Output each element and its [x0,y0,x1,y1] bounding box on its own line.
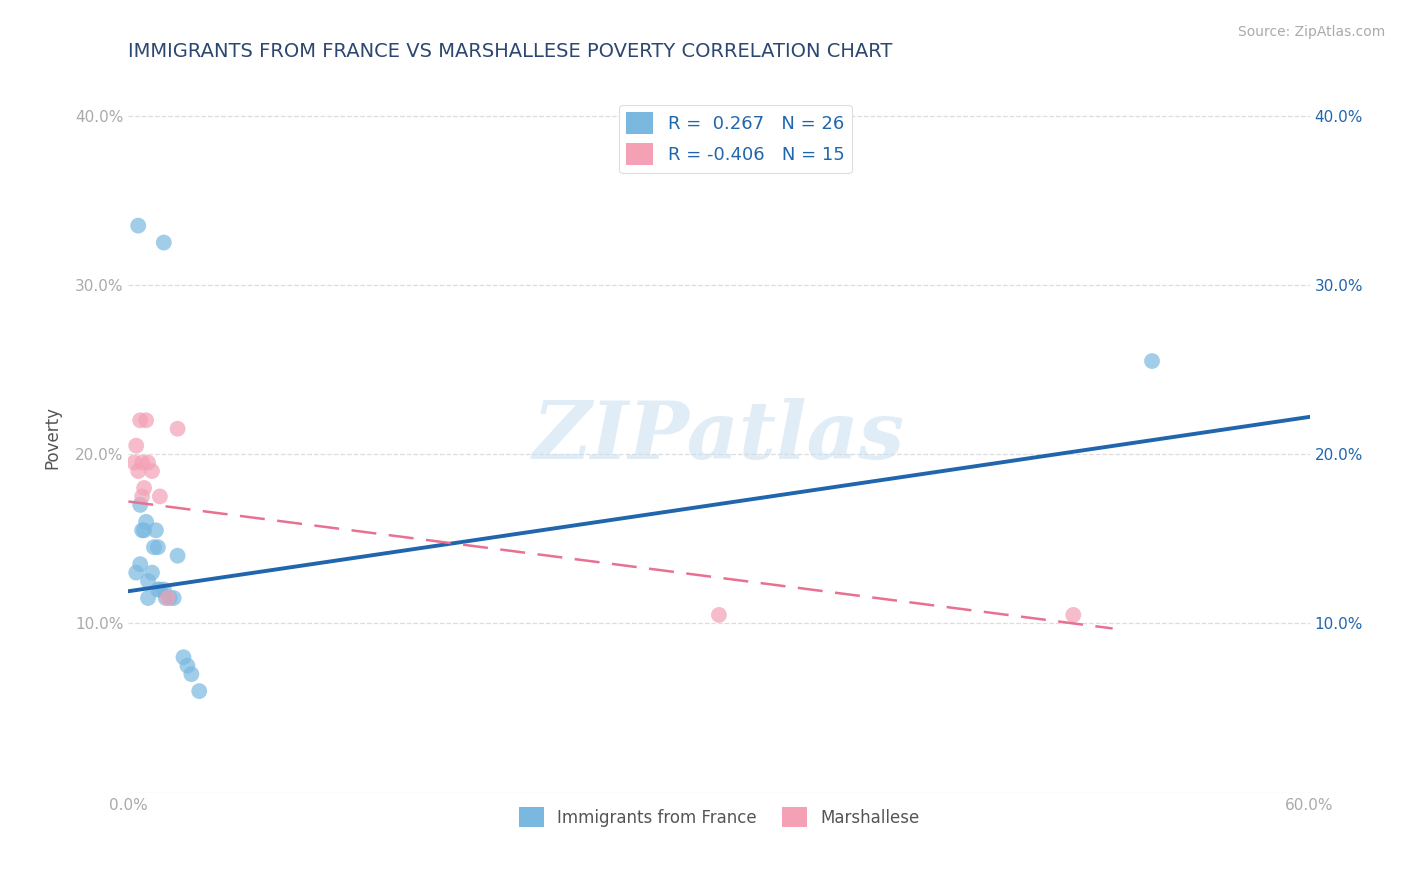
Point [143,540,166,554]
Point [180,667,202,681]
Point [129,557,152,571]
Point [131,524,153,538]
Point [125,439,148,453]
Point [166,422,188,436]
Point [188,684,211,698]
Y-axis label: Poverty: Poverty [44,406,60,468]
Point [134,481,156,495]
Legend: Immigrants from France, Marshallese: Immigrants from France, Marshallese [512,800,927,834]
Point [131,456,153,470]
Point [163,591,186,605]
Point [124,456,146,470]
Point [129,498,152,512]
Point [153,582,176,597]
Point [1062,607,1084,622]
Point [155,591,177,605]
Point [136,574,159,588]
Text: Source: ZipAtlas.com: Source: ZipAtlas.com [1237,25,1385,39]
Point [135,515,157,529]
Point [136,591,159,605]
Point [141,464,163,478]
Point [1140,354,1163,368]
Point [156,591,179,605]
Point [135,413,157,427]
Point [129,413,152,427]
Point [176,658,198,673]
Point [166,549,188,563]
Point [149,582,172,597]
Point [136,456,159,470]
Point [134,524,156,538]
Point [127,219,149,233]
Point [131,490,153,504]
Point [127,464,149,478]
Point [707,607,730,622]
Point [146,582,169,597]
Point [125,566,148,580]
Text: ZIPatlas: ZIPatlas [533,399,905,476]
Text: IMMIGRANTS FROM FRANCE VS MARSHALLESE POVERTY CORRELATION CHART: IMMIGRANTS FROM FRANCE VS MARSHALLESE PO… [128,42,893,61]
Point [153,235,176,250]
Point [141,566,163,580]
Point [159,591,181,605]
Point [173,650,195,665]
Point [146,540,169,554]
Point [145,524,167,538]
Point [149,490,172,504]
